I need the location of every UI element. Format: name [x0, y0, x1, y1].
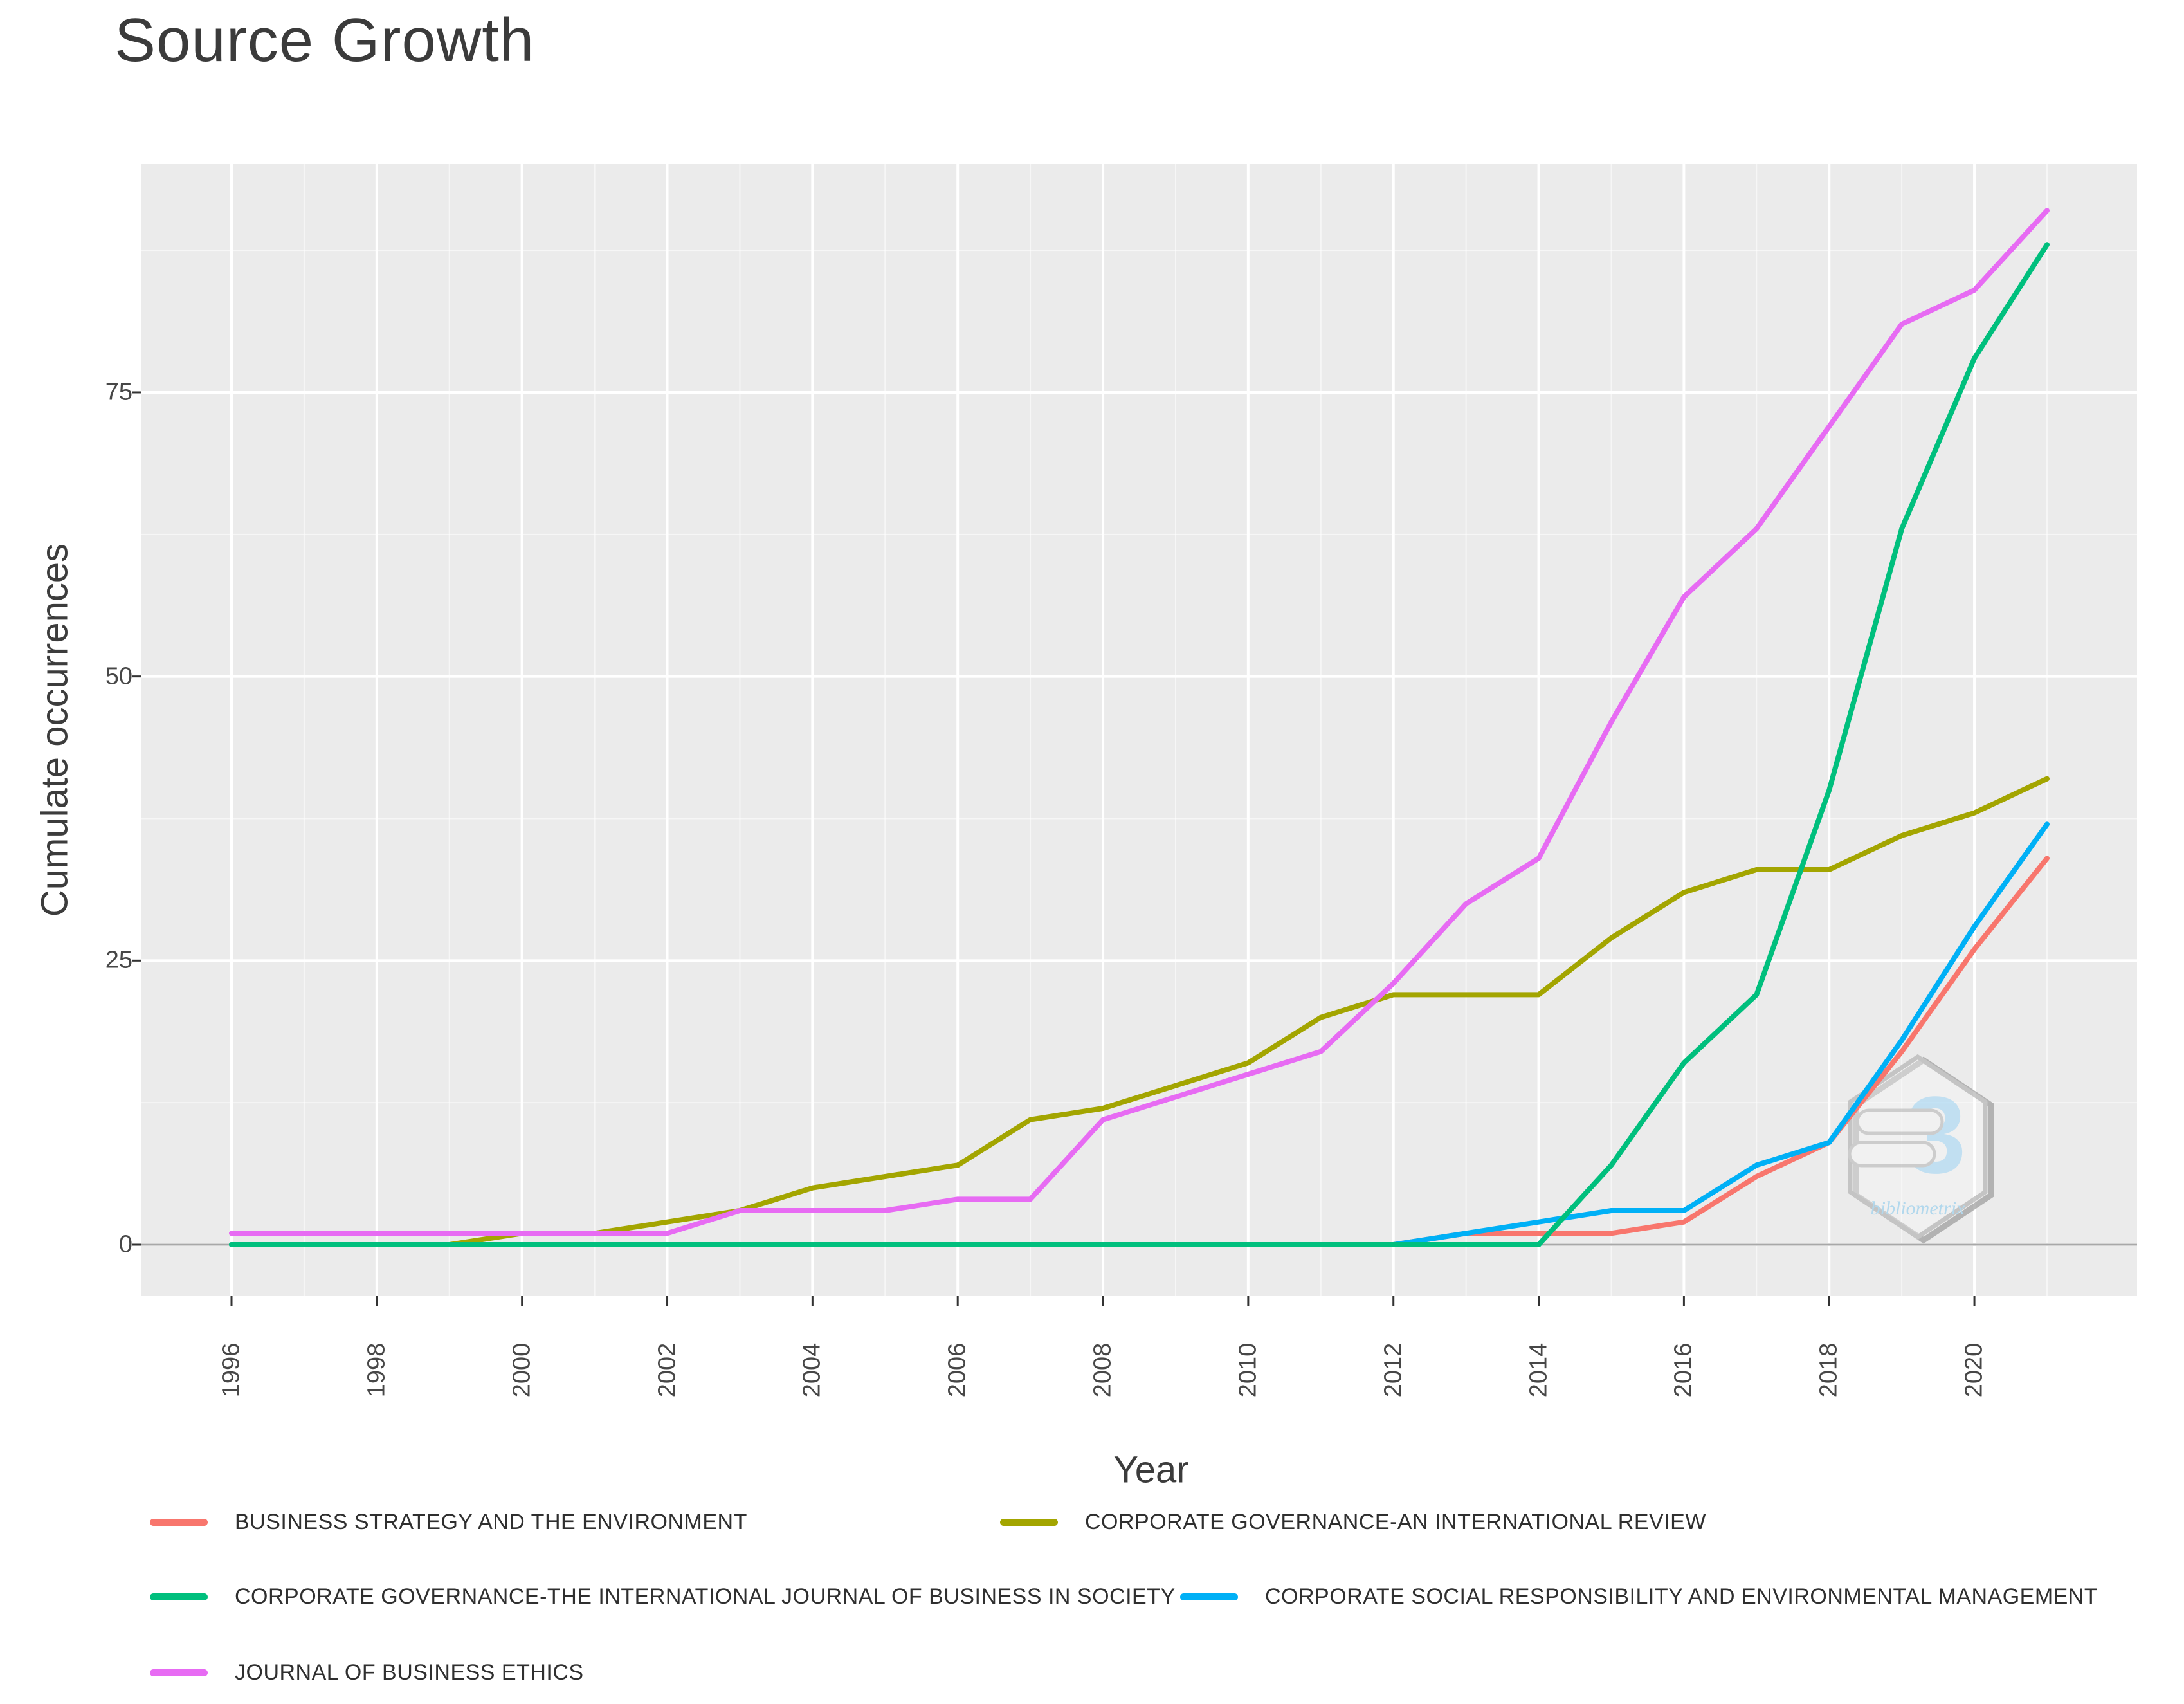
legend-swatch [150, 1593, 208, 1600]
x-axis-title: Year [1113, 1449, 1189, 1491]
page-title: Source Growth [114, 6, 535, 75]
series-line-journal-of-business-ethics [229, 208, 2050, 1236]
watermark-bar-icon [1848, 1141, 1936, 1168]
legend-label: BUSINESS STRATEGY AND THE ENVIRONMENT [235, 1509, 747, 1534]
x-tick-label: 2006 [943, 1342, 971, 1398]
x-tick-label: 2016 [1670, 1342, 1697, 1398]
legend-label: JOURNAL OF BUSINESS ETHICS [235, 1660, 584, 1685]
watermark-3-glyph: 3 [1906, 1074, 1967, 1196]
y-tick-label: 75 [105, 378, 132, 406]
y-tick-label: 25 [105, 946, 132, 974]
legend-swatch [150, 1669, 208, 1676]
legend-item-corporate-social-responsibility-and-environmental-management: CORPORATE SOCIAL RESPONSIBILITY AND ENVI… [1180, 1582, 2098, 1611]
x-tick-label: 1996 [217, 1342, 245, 1398]
legend-label: CORPORATE SOCIAL RESPONSIBILITY AND ENVI… [1265, 1584, 2098, 1609]
x-tick-label: 2004 [798, 1342, 826, 1398]
x-tick-label: 2014 [1525, 1342, 1552, 1398]
x-tick-label: 2018 [1815, 1342, 1843, 1398]
legend-label: CORPORATE GOVERNANCE-THE INTERNATIONAL J… [235, 1584, 1176, 1609]
x-tick-label: 2012 [1379, 1342, 1407, 1398]
legend-item-corporate-governance-an-international-review: CORPORATE GOVERNANCE-AN INTERNATIONAL RE… [1000, 1508, 1706, 1536]
legend-item-corporate-governance-the-international-journal-of-business-in-society: CORPORATE GOVERNANCE-THE INTERNATIONAL J… [150, 1582, 1176, 1611]
y-axis-title: Cumulate occurrences [33, 543, 76, 917]
x-tick-label: 2002 [653, 1342, 681, 1398]
watermark-text: bibliometrix [1871, 1198, 1965, 1219]
x-tick-label: 2010 [1234, 1342, 1262, 1398]
legend-item-journal-of-business-ethics: JOURNAL OF BUSINESS ETHICS [150, 1658, 584, 1687]
x-tick-label: 2000 [508, 1342, 536, 1398]
series-line-corporate-governance-the-international-journal-of-business-in-society [229, 242, 2050, 1247]
legend-swatch [150, 1518, 208, 1526]
watermark-bar-icon [1855, 1108, 1944, 1135]
legend-item-business-strategy-and-the-environment: BUSINESS STRATEGY AND THE ENVIRONMENT [150, 1508, 747, 1536]
x-tick-label: 2020 [1960, 1342, 1988, 1398]
y-tick-label: 0 [118, 1231, 132, 1258]
legend-swatch [1180, 1593, 1238, 1600]
y-tick-label: 50 [105, 663, 132, 690]
x-tick-label: 2008 [1089, 1342, 1116, 1398]
legend-label: CORPORATE GOVERNANCE-AN INTERNATIONAL RE… [1085, 1509, 1706, 1534]
x-tick-label: 1998 [363, 1342, 390, 1398]
legend-swatch [1000, 1518, 1058, 1526]
